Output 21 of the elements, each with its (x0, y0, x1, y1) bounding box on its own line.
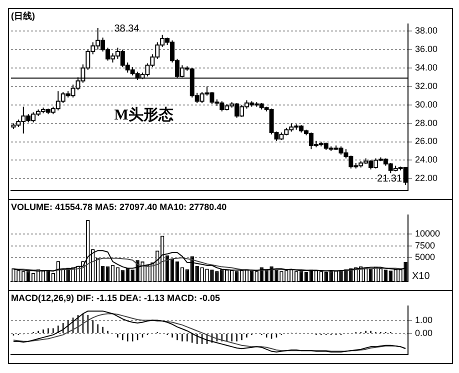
y-tick-label: 26.00 (415, 136, 438, 146)
y-tick-label: 22.00 (415, 173, 438, 184)
y-tick-label: 34.00 (415, 62, 438, 73)
chart-title: MACD(12,26,9) DIF: -1.15 DEA: -1.13 MACD: -0.05 (11, 292, 220, 303)
y-tick-label: 5000 (415, 252, 436, 262)
y-tick-label: 7500 (415, 240, 436, 250)
y-tick-label: 24.00 (415, 154, 438, 165)
annotation: 21.31 (377, 174, 402, 185)
y-tick-label: 36.00 (415, 44, 438, 54)
y-tick-label: 30.00 (415, 99, 438, 110)
y-tick-label: 32.00 (415, 80, 438, 91)
y-tick-label: 10000 (415, 228, 440, 238)
y-tick-label: 1.00 (415, 314, 433, 325)
y-tick-label: 38.00 (415, 26, 438, 36)
chart-title: (日线) (11, 10, 35, 21)
y-tick-label: 0.00 (415, 328, 433, 338)
annotation: M头形态 (114, 106, 174, 124)
text: X10 (412, 271, 430, 282)
annotation: 38.34 (114, 24, 140, 35)
chart-title: VOLUME: 41554.78 MA5: 27097.40 MA10: 27780.40 (11, 202, 227, 212)
y-tick-label: 28.00 (415, 118, 438, 128)
